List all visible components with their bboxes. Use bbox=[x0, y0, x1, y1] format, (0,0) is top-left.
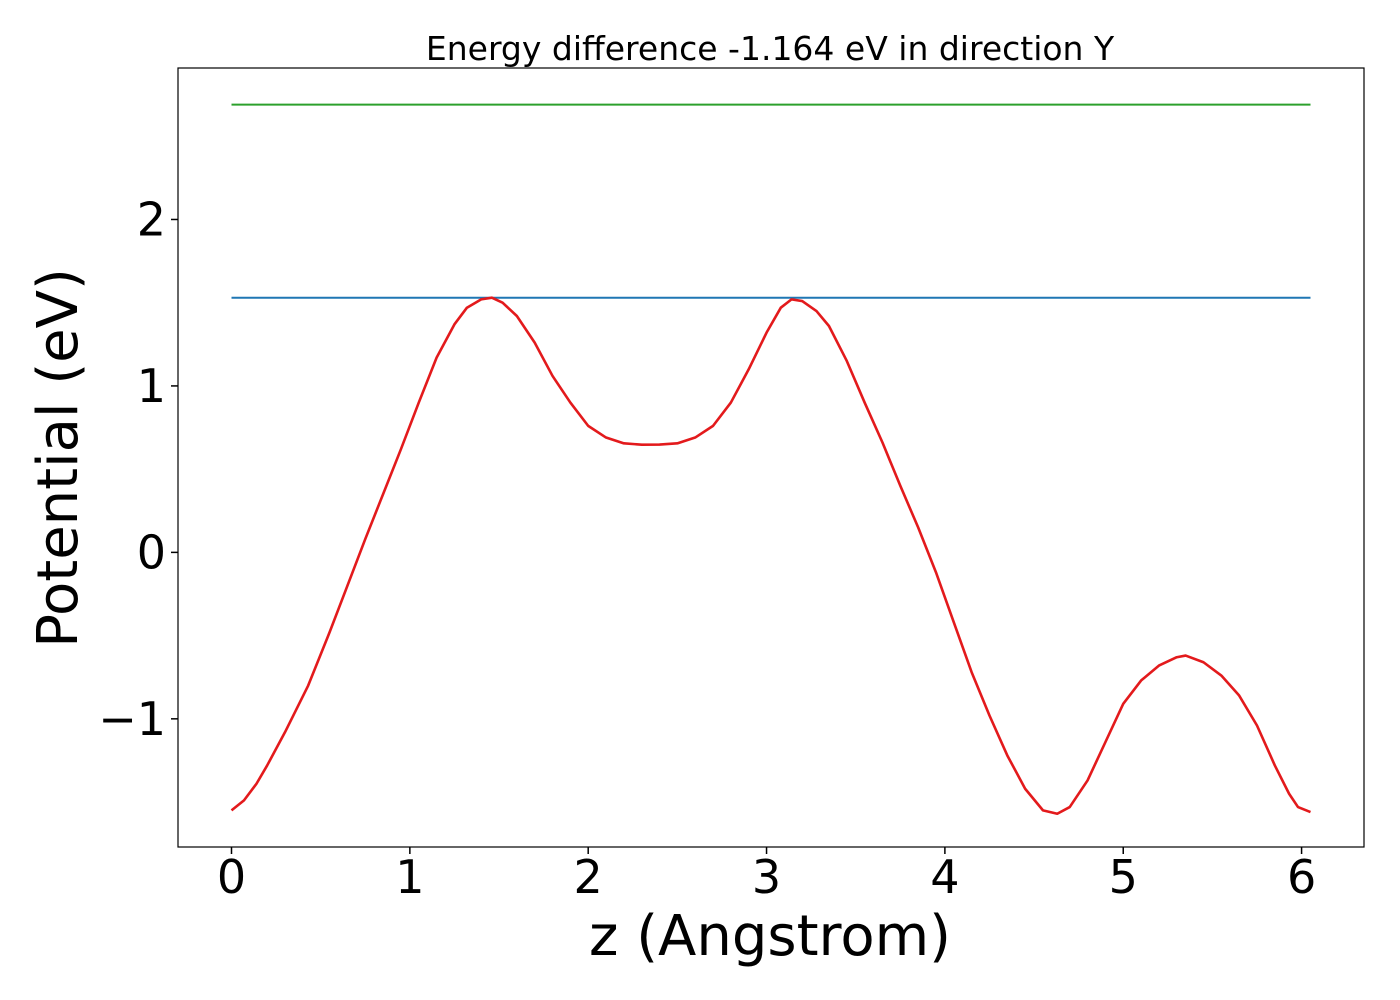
series-layer bbox=[230, 103, 1311, 816]
x-tick-label: 3 bbox=[752, 850, 781, 904]
x-axis-label: z (Angstrom) bbox=[589, 904, 951, 969]
x-axis-ticks: 0 1 2 3 4 5 6 bbox=[217, 847, 1316, 904]
plot-area-frame bbox=[177, 67, 1365, 848]
y-tick-label: −1 bbox=[98, 692, 166, 746]
x-tick-label: 0 bbox=[217, 850, 246, 904]
x-tick-label: 2 bbox=[574, 850, 603, 904]
y-tick-label: 1 bbox=[137, 359, 166, 413]
series-potential-curve bbox=[230, 296, 1311, 816]
y-axis-label: Potential (eV) bbox=[26, 268, 91, 648]
y-tick-label: 0 bbox=[137, 525, 166, 579]
x-tick-label: 6 bbox=[1287, 850, 1316, 904]
y-axis-ticks: −1 0 1 2 bbox=[98, 192, 178, 746]
x-tick-label: 4 bbox=[930, 850, 959, 904]
x-tick-label: 1 bbox=[395, 850, 424, 904]
chart-title: Energy difference -1.164 eV in direction… bbox=[426, 29, 1115, 68]
y-tick-label: 2 bbox=[137, 192, 166, 246]
x-tick-label: 5 bbox=[1109, 850, 1138, 904]
